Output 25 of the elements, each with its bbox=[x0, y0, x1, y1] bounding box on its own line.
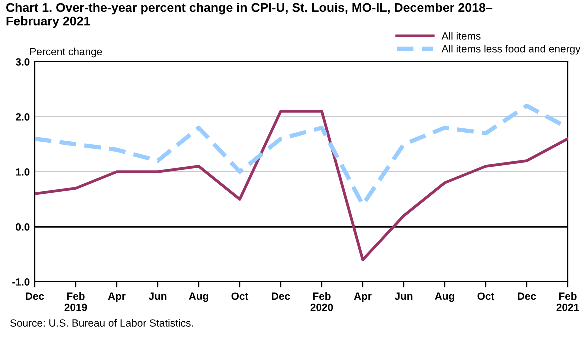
x-tick-label: Jun bbox=[394, 292, 413, 300]
y-axis-title: Percent change bbox=[30, 48, 102, 58]
source-note: Source: U.S. Bureau of Labor Statistics. bbox=[10, 319, 194, 327]
y-tick-label: -1.0 bbox=[12, 278, 30, 286]
y-tick-label: 1.0 bbox=[16, 168, 30, 176]
y-tick-label: 2.0 bbox=[16, 114, 30, 121]
x-tick-label: Oct bbox=[478, 292, 495, 300]
x-tick-label: Dec bbox=[26, 292, 44, 300]
y-tick-label: 3.0 bbox=[16, 58, 30, 66]
x-tick-label: Apr bbox=[354, 292, 372, 302]
legend-label: All items bbox=[442, 32, 481, 40]
chart-title: Chart 1. Over-the-year percent change in CPI-U, St. Louis, MO-IL, December 2018– February 2021 bbox=[6, 3, 493, 28]
x-tick-label: Feb 2019 bbox=[64, 292, 88, 312]
x-tick-label: Dec bbox=[518, 292, 536, 300]
x-tick-label: Aug bbox=[435, 292, 454, 302]
x-tick-label: Jun bbox=[148, 292, 167, 300]
legend-label: All items less food and energy bbox=[442, 45, 581, 55]
x-tick-label: Apr bbox=[108, 292, 126, 302]
x-tick-label: Feb 2020 bbox=[310, 292, 334, 312]
x-tick-label: Dec bbox=[272, 292, 290, 300]
x-tick-label: Feb 2021 bbox=[556, 292, 580, 312]
y-tick-label: 0.0 bbox=[16, 224, 30, 231]
x-tick-label: Oct bbox=[232, 292, 249, 300]
line-series bbox=[35, 110, 568, 262]
x-tick-label: Aug bbox=[189, 292, 208, 302]
